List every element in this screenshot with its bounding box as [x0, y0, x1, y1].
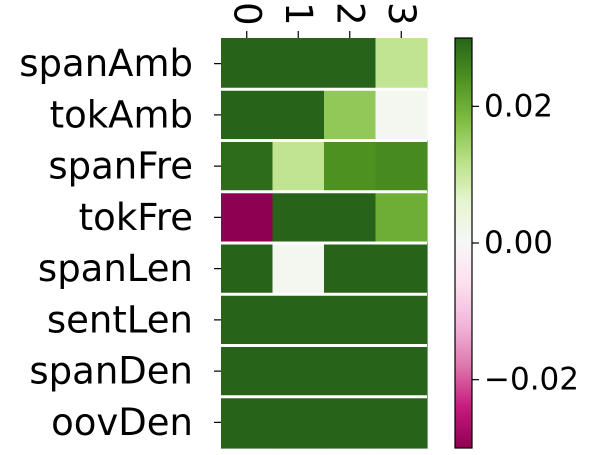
heatmap-cell	[272, 140, 325, 193]
heatmap-cell	[324, 89, 377, 142]
heatmap-cell	[272, 191, 325, 244]
heatmap-cell	[324, 294, 377, 347]
x-tick-label: 0	[225, 2, 268, 26]
heatmap-cell	[375, 38, 428, 90]
colorbar: 0.02 0.00 −0.02	[454, 37, 579, 449]
y-tick-label: spanFre	[48, 145, 193, 188]
heatmap-cell	[375, 345, 428, 398]
colorbar-tick-label: 0.00	[484, 225, 553, 261]
heatmap-cell	[221, 191, 274, 244]
heatmap-cell	[324, 396, 377, 449]
heatmap-cell	[221, 396, 274, 449]
heatmap-cell	[272, 243, 325, 295]
colorbar-tick-label: −0.02	[484, 362, 579, 398]
heatmap-cell	[375, 396, 428, 449]
heatmap-cell	[375, 140, 428, 193]
y-tick-label: spanLen	[38, 247, 193, 290]
y-tick-label: tokAmb	[50, 93, 193, 136]
x-tick-label: 3	[380, 2, 423, 26]
heatmap-cell	[272, 89, 325, 142]
heatmap-cell	[324, 140, 377, 193]
heatmap-cell	[272, 294, 325, 347]
heatmap-cell	[324, 243, 377, 295]
row-separators	[221, 87, 427, 399]
colorbar-gradient	[454, 37, 473, 449]
heatmap-cell	[375, 294, 428, 347]
y-tick-label: oovDen	[51, 401, 193, 444]
heatmap-cell	[221, 38, 274, 90]
heatmap-cell	[221, 294, 274, 347]
x-tick-label: 2	[328, 2, 371, 26]
y-tick-label: spanDen	[29, 350, 193, 393]
heatmap-cell	[221, 345, 274, 398]
heatmap-cell	[324, 191, 377, 244]
heatmap-cell	[375, 191, 428, 244]
y-tick-label: tokFre	[79, 196, 193, 239]
heatmap-cell	[221, 89, 274, 142]
heatmap-cell	[272, 345, 325, 398]
heatmap-cell	[375, 89, 428, 142]
heatmap-cell	[221, 243, 274, 295]
colorbar-tick-label: 0.02	[484, 88, 553, 124]
x-tick-label: 1	[277, 2, 320, 26]
heatmap-cell	[375, 243, 428, 295]
y-tick-label: spanAmb	[19, 42, 193, 85]
y-axis: spanAmb tokAmb spanFre tokFre spanLen sentLen…	[19, 42, 221, 444]
heatmap-cells	[221, 38, 428, 449]
heatmap-cell	[272, 38, 325, 90]
heatmap-cell	[324, 38, 377, 90]
y-tick-label: sentLen	[47, 298, 193, 341]
heatmap-cell	[221, 140, 274, 193]
heatmap-cell	[272, 396, 325, 449]
heatmap-cell	[324, 345, 377, 398]
